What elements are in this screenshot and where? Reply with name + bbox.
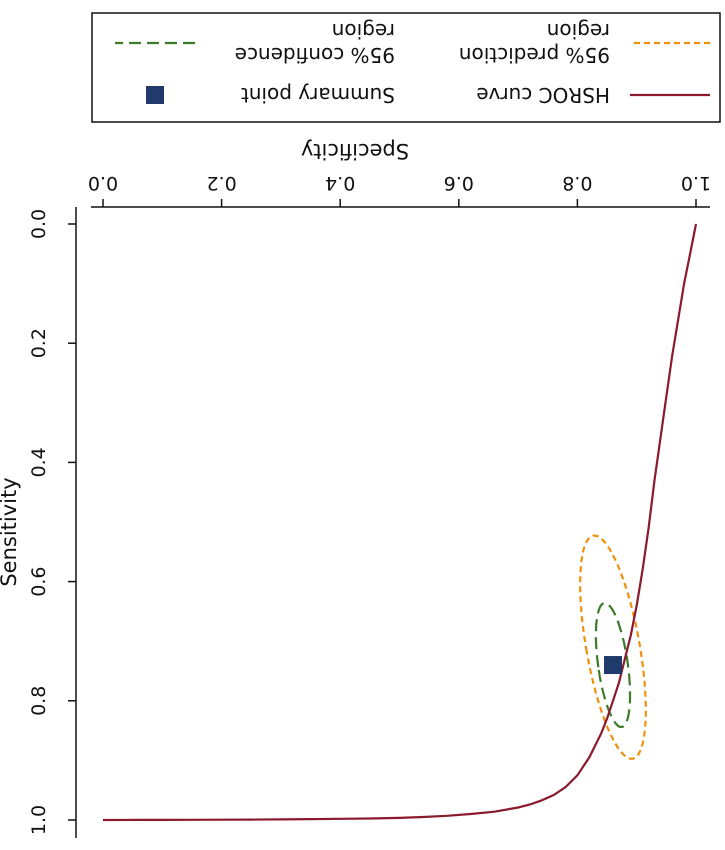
y-tick-label: 1.0 [28, 805, 50, 835]
legend-label: Summary point [241, 83, 395, 107]
y-tick-label: 0.0 [28, 209, 50, 239]
y-tick-label: 0.4 [28, 447, 50, 477]
x-tick-label: 0.0 [88, 172, 118, 194]
plot-area [102, 223, 698, 822]
legend-summary-point-symbol [146, 86, 164, 104]
legend-label: HSROC curve [476, 83, 610, 107]
summary-point [603, 656, 622, 675]
x-tick-label: 0.6 [444, 172, 474, 194]
legend-label: 95% prediction [459, 43, 610, 67]
y-tick-label: 0.6 [28, 566, 50, 596]
x-ticks: 1.0 0.8 0.6 0.4 0.2 0.0 [88, 172, 711, 207]
y-ticks: 0.0 0.2 0.4 0.6 0.8 1.0 [28, 209, 76, 835]
confidence-region [594, 601, 632, 729]
prediction-region [579, 534, 647, 760]
y-tick-label: 0.2 [28, 328, 50, 358]
x-tick-label: 0.8 [562, 172, 592, 194]
x-tick-label: 0.2 [206, 172, 236, 194]
x-axis-title: Specificity [301, 139, 409, 163]
legend-label: 95% confidence [235, 43, 395, 67]
legend-label: region [332, 19, 395, 43]
x-tick-label: 0.4 [325, 172, 355, 194]
y-tick-label: 0.8 [28, 686, 50, 716]
legend-label: region [547, 19, 610, 43]
legend-box [91, 12, 721, 123]
y-axis-title: Sensitivity [0, 477, 21, 586]
hsroc-curve [102, 223, 698, 822]
x-tick-label: 1.0 [681, 172, 711, 194]
